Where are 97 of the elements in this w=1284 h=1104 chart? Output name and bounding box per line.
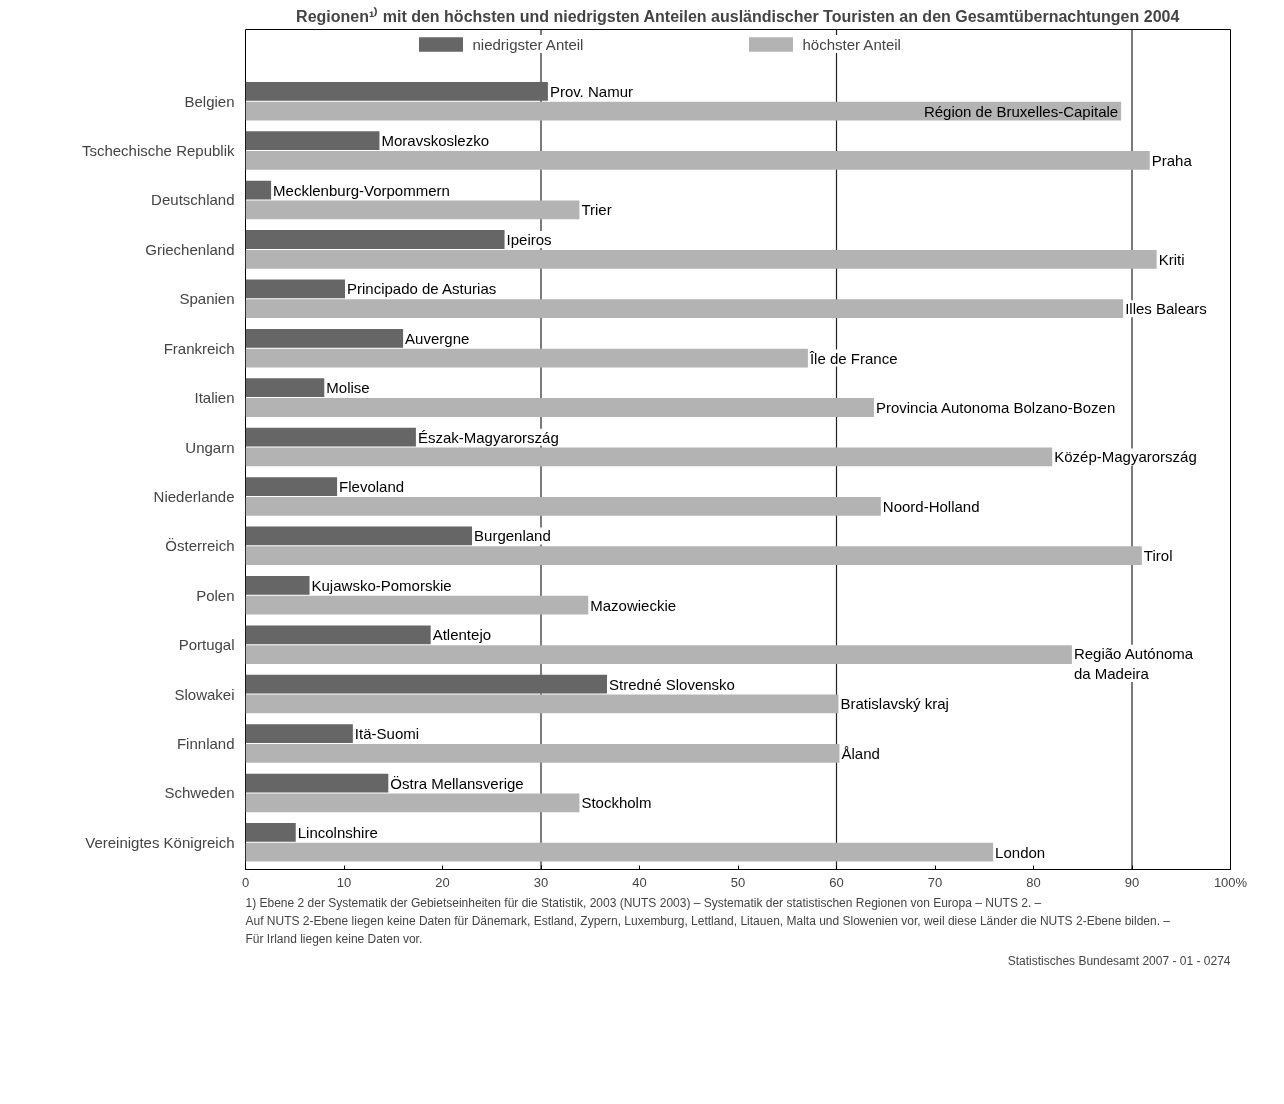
y-tick-label: Griechenland [145, 240, 235, 258]
data-label: Mecklenburg-Vorpommern [273, 181, 450, 199]
data-label: Moravskoslezko [381, 132, 490, 150]
data-label: Praha [1151, 151, 1193, 169]
y-tick-label: Tschechische Republik [81, 142, 235, 160]
data-label: Ipeiros [506, 231, 552, 248]
bar [245, 842, 994, 862]
y-tick-label: Belgien [184, 92, 235, 110]
bar [245, 328, 404, 348]
bar [245, 823, 296, 842]
x-tick-label: 20 [435, 874, 450, 890]
bar [245, 447, 1053, 467]
text: Für Irland liegen keine Daten vor. [245, 931, 423, 946]
x-tick-label: 90 [1124, 874, 1140, 890]
bar [245, 496, 881, 516]
x-tick-label: 70 [927, 874, 943, 890]
text: Auf NUTS 2-Ebene liegen keine Daten für Dänemark, Estland, Zypern, Luxemburg, Lettland, Litauen, Malta und Slowenien vor, weil diese Länder die NUTS 2-Ebene bilden. – [245, 913, 1171, 928]
data-label: Burgenland [474, 527, 551, 545]
y-tick-label: Deutschland [151, 191, 235, 209]
data-label: Prov. Namur [549, 82, 633, 100]
x-tick-label: 10 [336, 874, 352, 890]
bar [245, 200, 580, 220]
bar [245, 249, 1157, 269]
y-tick-label: Slowakei [174, 685, 235, 703]
bar [245, 694, 839, 714]
data-label: Itä-Suomi [354, 725, 420, 743]
data-label: Trier [581, 201, 612, 219]
bar [245, 378, 325, 398]
data-label: Região Autónoma da Madeira [1073, 644, 1194, 683]
chart-title: Regionen¹⁾ mit den höchsten und niedrigsten Anteilen ausländischer Touristen an den Gesamtübernachtungen 2004 [296, 6, 1180, 25]
x-tick-label: 100% [1213, 874, 1248, 890]
bar [245, 279, 345, 299]
text: Statistisches Bundesamt 2007 - 01 - 0274 [1007, 953, 1231, 968]
data-label: London [995, 843, 1046, 861]
legend-label: niedrigster Anteil [472, 35, 585, 53]
bar [245, 81, 548, 101]
data-label: Tirol [1143, 547, 1173, 565]
x-tick-label: 40 [632, 874, 647, 890]
bar [245, 348, 808, 368]
y-tick-label: Portugal [178, 636, 235, 654]
legend-label: höchster Anteil [802, 35, 902, 53]
y-tick-label: Italien [194, 389, 235, 407]
data-label: Lincolnshire [297, 823, 378, 841]
y-tick-label: Österreich [165, 537, 235, 555]
y-tick-label: Polen [196, 586, 235, 604]
bar [245, 724, 353, 744]
bar [245, 151, 1150, 170]
data-label: Östra Mellansverige [390, 774, 524, 792]
bar [245, 299, 1124, 319]
data-label: Kriti [1158, 250, 1185, 268]
bar [245, 773, 389, 793]
data-label: Észak-Magyarország [417, 428, 559, 446]
data-label: Bratislavský kraj [840, 695, 949, 713]
bar [245, 674, 607, 694]
data-label: Illes Balears [1125, 300, 1207, 318]
bar [245, 625, 431, 645]
bar [245, 575, 310, 595]
bar [245, 595, 589, 615]
data-label: Közép-Magyarország [1054, 448, 1197, 466]
y-tick-label: Frankreich [163, 339, 235, 357]
bar [245, 793, 580, 813]
bar [245, 526, 473, 546]
bar [245, 230, 505, 249]
data-label: Stockholm [581, 794, 652, 812]
y-tick-label: Vereinigtes Königreich [85, 833, 235, 851]
y-tick-label: Finnland [176, 735, 235, 752]
bar [245, 398, 874, 417]
y-tick-label: Spanien [179, 290, 235, 308]
data-label: Mazowieckie [590, 596, 677, 614]
bar [245, 743, 840, 763]
data-label: Région de Bruxelles-Capitale [923, 102, 1119, 120]
data-label: Kujawsko-Pomorskie [311, 576, 452, 594]
text: 1) Ebene 2 der Systematik der Gebietseinheiten für die Statistik, 2003 (NUTS 2003) – Systematik der statistischen Regionen von Europa – NUTS 2. – [245, 895, 1042, 910]
bar [245, 180, 272, 200]
y-tick-label: Ungarn [185, 438, 235, 456]
data-label: Stredné Slovensko [608, 675, 735, 693]
data-label: Auvergne [405, 329, 470, 347]
x-tick-label: 30 [533, 874, 549, 890]
x-tick-label: 50 [730, 874, 746, 890]
bar [245, 131, 380, 151]
data-label: Île de France [808, 349, 898, 367]
bar [245, 477, 338, 496]
y-tick-label: Schweden [164, 784, 235, 802]
x-tick-label: 60 [829, 874, 844, 890]
bar [245, 645, 1072, 664]
data-label: Provincia Autonoma Bolzano-Bozen [875, 399, 1116, 416]
bar [245, 546, 1142, 566]
data-label: Flevoland [339, 478, 405, 496]
data-label: Molise [326, 379, 370, 397]
data-label: Principado de Asturias [346, 280, 497, 298]
x-tick-label: 0 [241, 874, 250, 890]
y-tick-label: Niederlande [153, 487, 235, 505]
data-label: Noord-Holland [882, 497, 980, 515]
data-label: Atlentejo [432, 626, 492, 644]
bar [245, 427, 416, 447]
x-tick-label: 80 [1026, 874, 1041, 890]
data-label: Åland [841, 744, 880, 762]
